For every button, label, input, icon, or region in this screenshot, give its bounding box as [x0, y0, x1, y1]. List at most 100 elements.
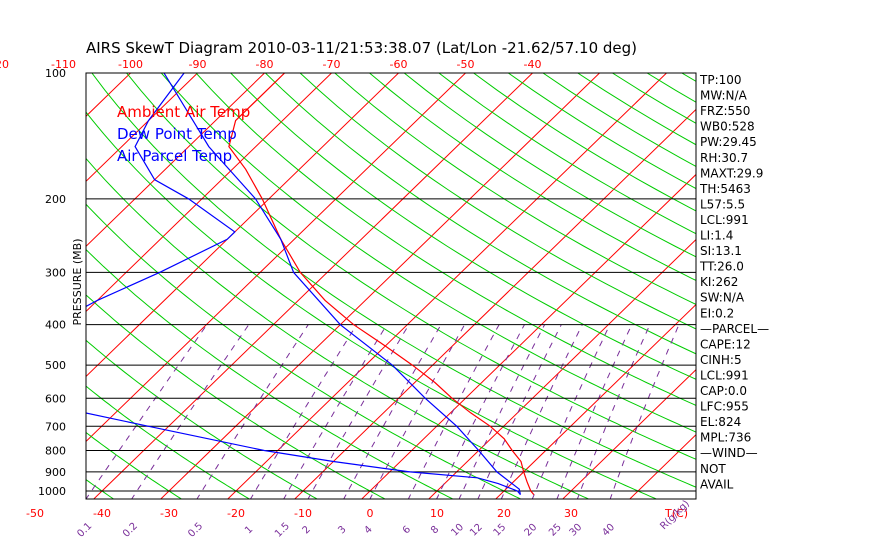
stat-item: MAXT:29.9: [700, 166, 763, 180]
isotherm-line: [86, 73, 466, 443]
dry-adiabat-line: [265, 73, 696, 355]
mixing-ratio-line: [86, 324, 208, 499]
temp-tick-label-top: -60: [390, 58, 408, 71]
legend-entry: Dew Point Temp: [117, 125, 237, 143]
temp-tick-label-top: -120: [0, 58, 9, 71]
dry-adiabat-line: [160, 73, 696, 433]
temp-tick-label-top: -110: [51, 58, 76, 71]
temp-tick-label-top: -50: [457, 58, 475, 71]
stat-item: LI:1.4: [700, 229, 733, 243]
dry-adiabat-line: [334, 73, 696, 305]
isotherm-line: [562, 368, 696, 499]
mixing-ratio-line: [131, 324, 250, 499]
pressure-tick-label: 400: [45, 319, 66, 332]
stat-item: SW:N/A: [700, 291, 745, 305]
stat-item: CAP:0.0: [700, 384, 747, 398]
dry-adiabat-line: [299, 73, 696, 330]
mixing-ratio-line: [343, 324, 442, 499]
y-axis-label: PRESSURE (MB): [71, 239, 84, 326]
temp-tick-label-bottom: 20: [497, 507, 511, 520]
stat-item: MW:N/A: [700, 89, 748, 103]
stat-item: —WIND—: [700, 446, 758, 460]
pressure-tick-label: 300: [45, 266, 66, 279]
stat-item: PW:29.45: [700, 135, 757, 149]
stat-item: KI:262: [700, 275, 738, 289]
dry-adiabat-line: [369, 73, 696, 282]
mixing-ratio-line: [556, 324, 633, 499]
isotherm-line: [86, 73, 198, 182]
pressure-tick-label: 900: [45, 466, 66, 479]
temp-tick-label-bottom: 10: [430, 507, 444, 520]
stat-item: CINH:5: [700, 353, 742, 367]
temp-tick-label-bottom: -30: [160, 507, 178, 520]
mixing-ratio-line: [283, 324, 388, 499]
stat-item: CAPE:12: [700, 337, 751, 351]
isotherm-line: [428, 238, 696, 499]
dry-adiabat-line: [126, 73, 696, 460]
mixing-ratio-line: [458, 324, 546, 499]
stat-item: LFC:955: [700, 400, 749, 414]
temp-tick-label-bottom: -10: [294, 507, 312, 520]
series-line-3: [163, 73, 521, 495]
series-line-2: [86, 73, 521, 495]
pressure-tick-label: 700: [45, 420, 66, 433]
mixing-ratio-line: [531, 324, 611, 499]
sounding-traces: [86, 73, 535, 495]
mixing-ratio-line: [576, 324, 651, 499]
stat-item: SI:13.1: [700, 244, 742, 258]
stat-item: EI:0.2: [700, 306, 734, 320]
plot-frame: [85, 72, 697, 500]
legend: Ambient Air Temp Dew Point Temp Air Parcel…: [117, 103, 250, 165]
series-line-1: [228, 73, 535, 495]
temp-tick-label-top: -40: [524, 58, 542, 71]
dry-adiabat-line: [230, 73, 696, 380]
dry-adiabat-line: [86, 111, 658, 499]
temp-tick-label-bottom: -50: [26, 507, 44, 520]
stat-item: L57:5.5: [700, 197, 745, 211]
isotherm-line: [86, 73, 265, 248]
dry-adiabat-line: [86, 294, 386, 499]
dry-adiabat-line: [86, 203, 522, 499]
pressure-tick-label: 800: [45, 444, 66, 457]
mixing-ratio-line: [407, 324, 500, 499]
stat-item: EL:824: [700, 415, 741, 429]
stat-item: LCL:991: [700, 368, 749, 382]
isotherm-line: [227, 73, 667, 499]
pressure-tick-label: 600: [45, 392, 66, 405]
dry-adiabat-line: [86, 385, 251, 499]
stat-item: WB0:528: [700, 120, 755, 134]
temp-tick-label-top: -80: [256, 58, 274, 71]
temp-tick-label-bottom: 0: [367, 507, 374, 520]
pressure-tick-label: 1000: [38, 485, 66, 498]
legend-entry: Ambient Air Temp: [117, 103, 250, 121]
temp-tick-label-top: -70: [323, 58, 341, 71]
stat-item: TP:100: [699, 73, 742, 87]
mixing-ratio-line: [500, 324, 583, 499]
pressure-tick-label: 200: [45, 193, 66, 206]
isotherm-line: [160, 73, 600, 499]
isotherm-line: [361, 173, 696, 499]
stat-item: MPL:736: [700, 431, 751, 445]
mixing-ratio-line: [307, 324, 410, 499]
temp-tick-label-top: -90: [189, 58, 207, 71]
dry-adiabat-line: [195, 73, 696, 406]
chart-title: AIRS SkewT Diagram 2010-03-11/21:53:38.0…: [86, 39, 637, 57]
stat-item: AVAIL: [700, 477, 734, 491]
pressure-tick-label: 100: [45, 67, 66, 80]
stat-item: TH:5463: [699, 182, 751, 196]
stat-item: NOT: [700, 462, 726, 476]
dry-adiabat-line: [86, 431, 183, 499]
legend-entry: Air Parcel Temp: [117, 147, 232, 165]
dry-adiabat-line: [403, 73, 696, 258]
temp-tick-label-top: -100: [118, 58, 143, 71]
dry-adiabat-line: [91, 73, 696, 488]
dry-adiabat-line: [86, 157, 590, 499]
stat-item: —PARCEL—: [700, 322, 769, 336]
mixing-ratio-line: [477, 324, 562, 499]
temp-tick-label-bottom: -40: [93, 507, 111, 520]
temp-tick-label-bottom: 30: [564, 507, 578, 520]
dry-adiabat-line: [86, 339, 319, 499]
